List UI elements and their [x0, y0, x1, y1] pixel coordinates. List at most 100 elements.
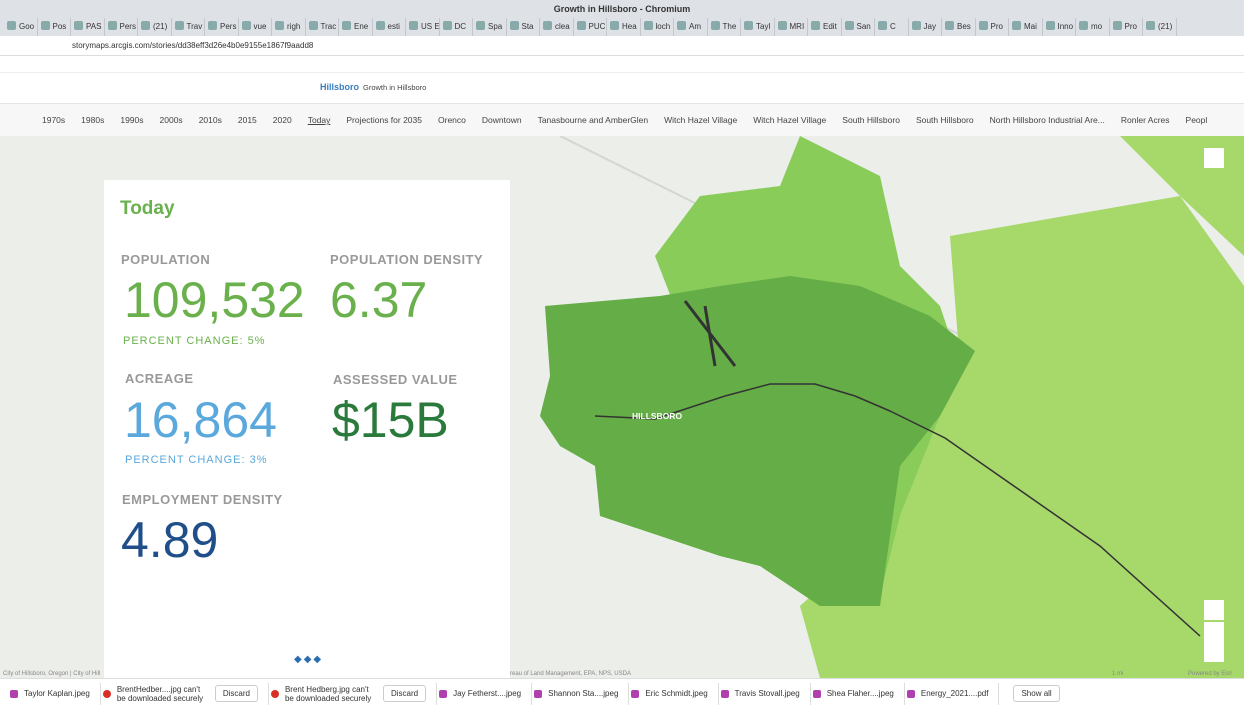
download-item[interactable]: Shea Flaher....jpeg — [811, 682, 905, 705]
tab[interactable]: PAS — [71, 18, 105, 36]
stat-value: 16,864 — [124, 392, 277, 448]
tab[interactable]: Jay — [909, 18, 942, 36]
nav-item[interactable]: 2000s — [159, 115, 183, 125]
tab[interactable]: vue — [239, 18, 272, 36]
tab-label: US E — [421, 22, 440, 31]
tab[interactable]: clea — [540, 18, 574, 36]
tab-label: (21) — [153, 22, 168, 31]
file-icon — [10, 689, 18, 698]
more-indicator[interactable]: ◆◆◆ — [294, 654, 324, 665]
tab[interactable]: US E — [406, 18, 440, 36]
tab[interactable]: C — [875, 18, 909, 36]
stat-label: POPULATION — [121, 252, 211, 267]
tab[interactable]: Pro — [976, 18, 1009, 36]
nav-item[interactable]: North Hillsboro Industrial Are... — [989, 115, 1105, 125]
nav-item[interactable]: Peopl — [1185, 115, 1208, 125]
tab[interactable]: Am — [674, 18, 708, 36]
download-item[interactable]: Brent Hedberg.jpg can't be downloaded se… — [269, 682, 438, 705]
nav-item[interactable]: 2015 — [237, 115, 257, 125]
url[interactable]: storymaps.arcgis.com/stories/dd38eff3d26… — [72, 41, 314, 50]
window-title: Growth in Hillsboro - Chromium — [0, 0, 1244, 18]
tab[interactable]: (21) — [1143, 18, 1177, 36]
tab-label: San — [856, 22, 871, 31]
tab[interactable]: Trac — [306, 18, 339, 36]
discard-button[interactable]: Discard — [214, 685, 258, 702]
tab[interactable]: loch — [641, 18, 674, 36]
nav-item[interactable]: 1990s — [120, 115, 144, 125]
logo[interactable]: Hillsboro — [320, 82, 360, 92]
nav-item[interactable]: 2010s — [198, 115, 222, 125]
nav-item[interactable]: Orenco — [438, 115, 466, 125]
nav-item[interactable]: South Hillsboro — [842, 115, 900, 125]
tab[interactable]: The — [708, 18, 741, 36]
nav-item[interactable]: Downtown — [481, 115, 522, 125]
tab-label: Pos — [52, 22, 67, 31]
tab[interactable]: Pers — [205, 18, 239, 36]
stat-label: EMPLOYMENT DENSITY — [122, 492, 283, 507]
file-icon — [720, 689, 729, 698]
tab[interactable]: Pers — [105, 18, 138, 36]
nav-item[interactable]: Ronler Acres — [1120, 115, 1170, 125]
tab[interactable]: MRI — [775, 18, 808, 36]
tab-label: PAS — [86, 22, 102, 31]
stat-value: 109,532 — [124, 272, 305, 328]
download-item[interactable]: Shannon Sta....jpeg — [532, 682, 630, 705]
fullscreen-button[interactable] — [1204, 148, 1224, 168]
tab[interactable]: Pro — [1110, 18, 1143, 36]
nav-item[interactable]: Witch Hazel Village — [664, 115, 738, 125]
nav-item[interactable]: Witch Hazel Village — [753, 115, 827, 125]
tab-label: Am — [689, 22, 701, 31]
home-button[interactable] — [1204, 600, 1224, 620]
tab[interactable]: San — [842, 18, 875, 36]
tab[interactable]: Edit — [808, 18, 842, 36]
file-name: Shea Flaher....jpeg — [826, 689, 894, 698]
tab[interactable]: DC — [440, 18, 473, 36]
file-name: Jay Fetherst....jpeg — [453, 689, 522, 698]
tab[interactable]: Mai — [1009, 18, 1043, 36]
stat-label: ASSESSED VALUE — [333, 372, 458, 387]
attribution: reau of Land Management, EPA, NPS, USDA — [510, 671, 631, 677]
download-item[interactable]: Travis Stovall.jpeg — [719, 682, 811, 705]
tab[interactable]: (21) — [138, 18, 172, 36]
tab[interactable]: Sta — [507, 18, 540, 36]
stat-change: PERCENT CHANGE: 3% — [125, 454, 268, 466]
nav-item[interactable]: Tanasbourne and AmberGlen — [537, 115, 649, 125]
tab[interactable]: Goo — [4, 18, 38, 36]
tab-label: Goo — [19, 22, 35, 31]
nav-item[interactable]: 1980s — [81, 115, 105, 125]
show-all-button[interactable]: Show all — [1013, 685, 1060, 702]
tab[interactable]: mo — [1076, 18, 1110, 36]
zoom-buttons[interactable] — [1204, 622, 1224, 662]
stat-value: $15B — [332, 392, 449, 448]
tab[interactable]: esti — [373, 18, 406, 36]
tab[interactable]: Ene — [339, 18, 373, 36]
tab[interactable]: Spa — [473, 18, 507, 36]
nav-item[interactable]: Today — [307, 115, 331, 125]
tab-label: Inno — [1057, 22, 1074, 31]
stat-label: POPULATION DENSITY — [330, 252, 484, 267]
download-item[interactable]: Energy_2021....pdf — [905, 682, 1000, 705]
tab[interactable]: PUC — [574, 18, 607, 36]
tab-label: Mai — [1024, 22, 1037, 31]
nav-item[interactable]: 2020 — [272, 115, 292, 125]
tab[interactable]: Bes — [942, 18, 976, 36]
story-header — [0, 72, 1244, 104]
tab[interactable]: Pos — [38, 18, 71, 36]
tab[interactable]: Tayl — [741, 18, 775, 36]
tab-label: righ — [287, 22, 301, 31]
download-item[interactable]: Jay Fetherst....jpeg — [437, 682, 533, 705]
download-item[interactable]: BrentHedber....jpg can't be downloaded s… — [101, 682, 269, 705]
tab[interactable]: righ — [272, 18, 306, 36]
tab[interactable]: Inno — [1043, 18, 1076, 36]
nav-item[interactable]: Projections for 2035 — [346, 115, 422, 125]
tab[interactable]: Trav — [172, 18, 205, 36]
nav-item[interactable]: South Hillsboro — [915, 115, 974, 125]
tab[interactable]: Hea — [607, 18, 641, 36]
download-item[interactable]: Taylor Kaplan.jpeg — [8, 682, 101, 705]
tab-label: Hea — [622, 22, 637, 31]
nav-item[interactable]: 1970s — [42, 115, 66, 125]
download-item[interactable]: Eric Schmidt.jpeg — [629, 682, 719, 705]
discard-button[interactable]: Discard — [382, 685, 427, 702]
tab-label: DC — [454, 22, 467, 31]
